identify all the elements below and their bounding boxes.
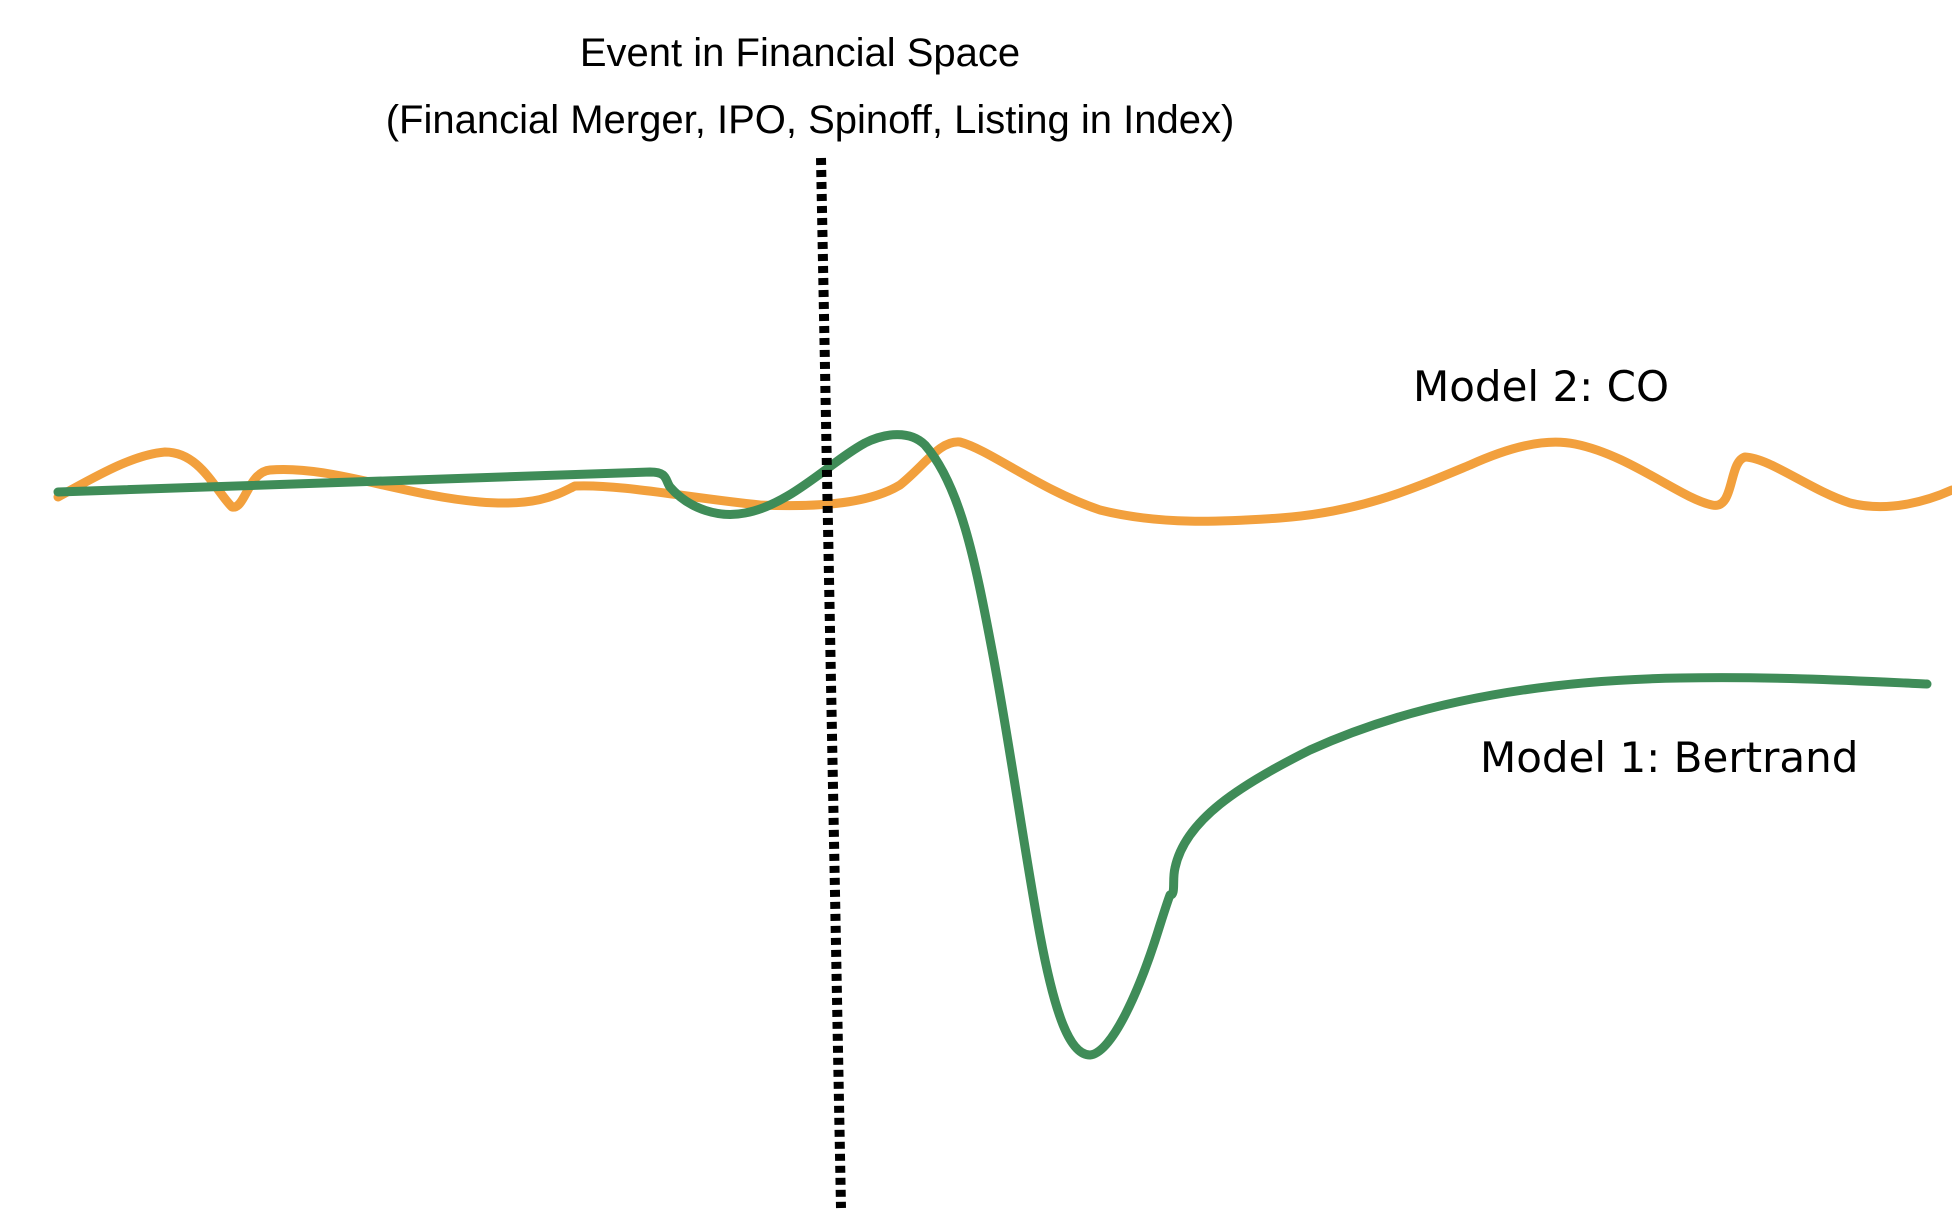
event-title-line-2: (Financial Merger, IPO, Spinoff, Listing… — [386, 98, 1235, 142]
event-marker-line — [821, 158, 841, 1208]
event-title-line-1: Event in Financial Space — [580, 31, 1020, 75]
model-1-bertrand-label: Model 1: Bertrand — [1480, 733, 1858, 782]
model-2-co-label: Model 2: CO — [1413, 362, 1669, 411]
